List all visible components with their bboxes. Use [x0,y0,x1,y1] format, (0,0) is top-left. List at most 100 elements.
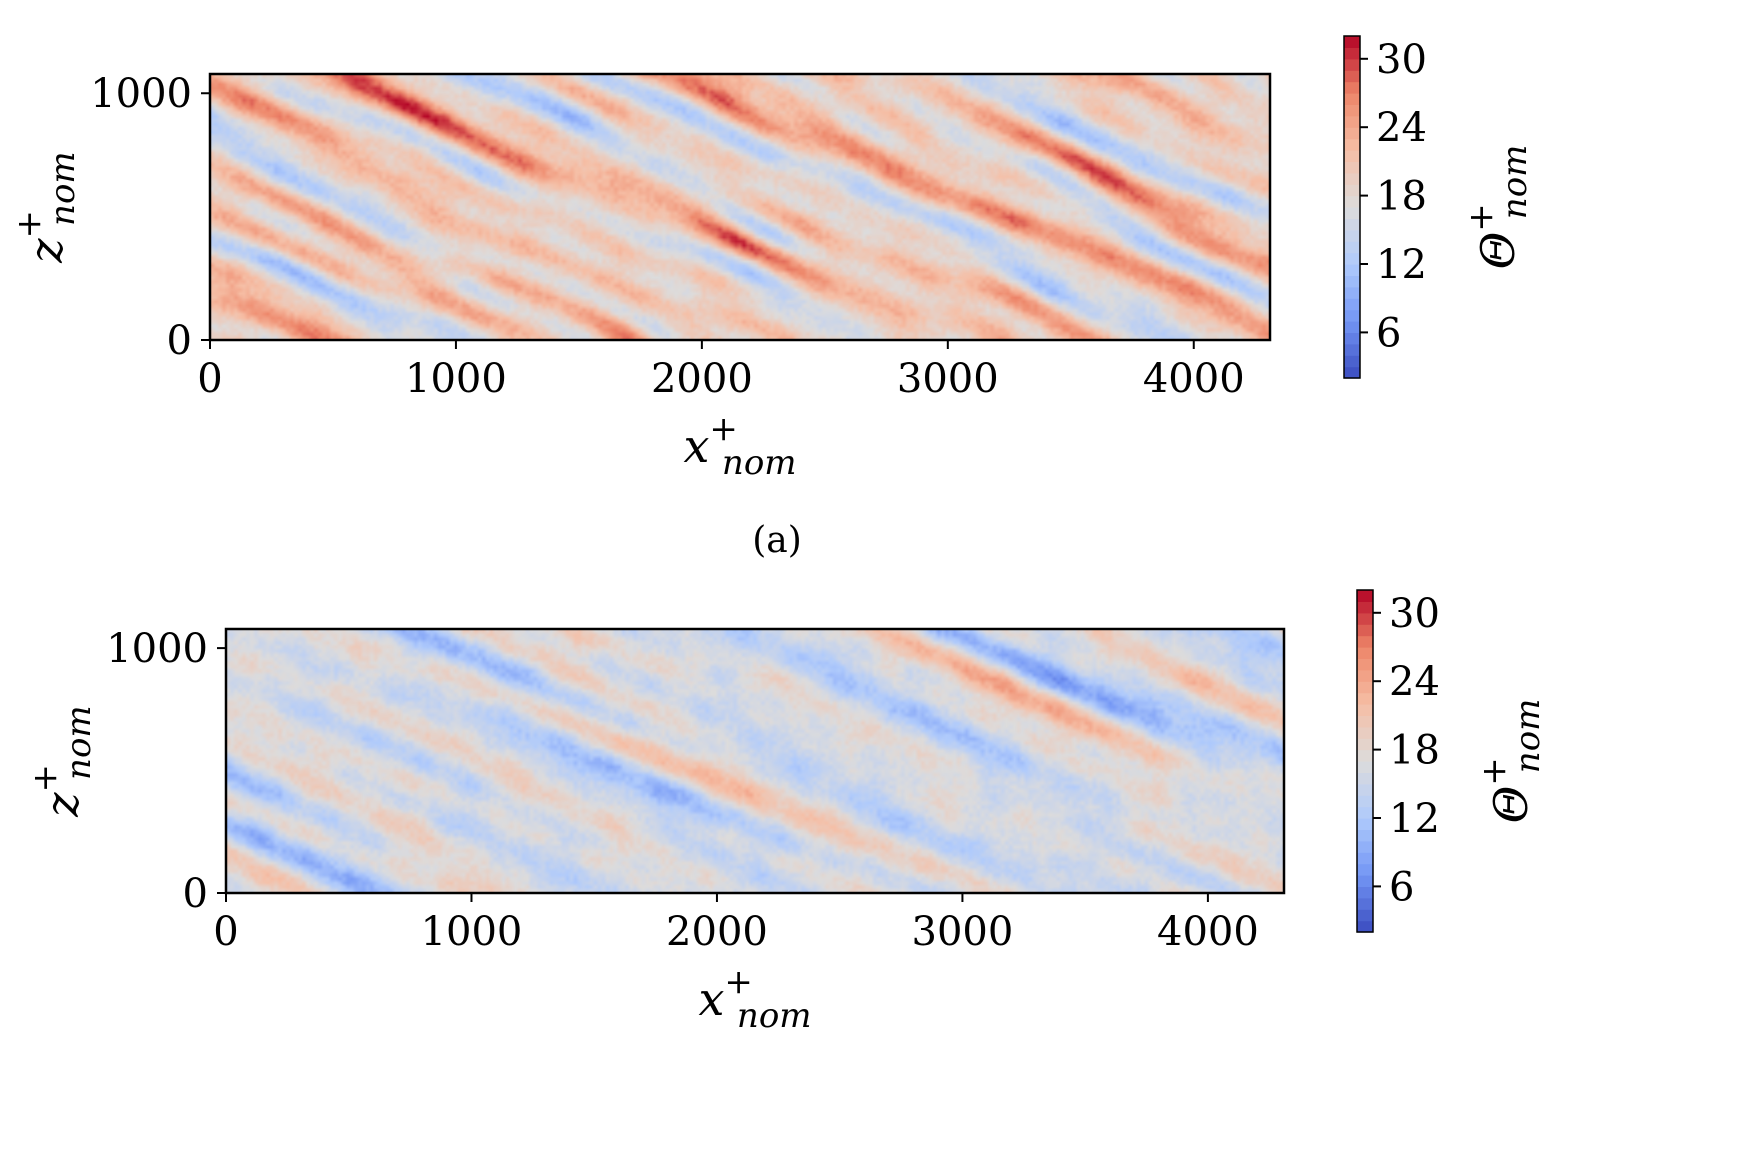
colorbar-segment [1357,704,1373,716]
colorbar-tick-label: 24 [1376,105,1427,151]
colorbar-segment [1344,58,1360,71]
colorbar-segment [1344,104,1360,117]
x-tick-label: 2000 [666,909,768,955]
y-tick-label: 0 [167,318,192,364]
colorbar-segment [1357,863,1373,876]
colorbar-segment [1357,772,1373,785]
colorbar-tick-label: 18 [1389,728,1440,774]
colorbar-frame [1356,589,1374,933]
x-tick-label: 0 [197,356,222,402]
colorbar-segment [1357,761,1373,773]
colorbar-label: Θ+nom [1474,699,1548,824]
colorbar-segment [1357,795,1373,808]
colorbar-segment [1357,726,1373,739]
colorbar-tick-label: 30 [1376,37,1427,83]
colorbar-segment [1344,298,1360,311]
x-tick-label: 2000 [651,356,753,402]
y-tick-label: 0 [183,871,208,917]
y-axis-label: z+nom [25,705,99,817]
plot-frame [224,627,1286,895]
colorbar-segment [1344,343,1360,356]
colorbar-segment [1357,897,1373,910]
colorbar-segment [1344,138,1360,151]
colorbar-segment [1357,920,1373,933]
colorbar-segment [1344,366,1360,379]
colorbar-segment [1344,309,1360,322]
plot-frame [208,72,1272,342]
colorbar-segment [1357,590,1373,602]
x-tick-label: 3000 [912,909,1014,955]
colorbar-tick-label: 6 [1389,864,1414,910]
colorbar-segment [1357,783,1373,796]
colorbar-segment [1344,355,1360,368]
colorbar-segment [1357,875,1373,887]
colorbar-segment [1344,229,1360,242]
colorbar-segment [1357,886,1373,899]
colorbar-segment [1344,275,1360,288]
y-axis-label: z+nom [9,151,83,263]
colorbar-segment [1357,681,1373,694]
colorbar: 6 12 18 24 30 Θ+nom [1343,35,1535,379]
colorbar-segment [1357,749,1373,762]
colorbar-segment [1357,601,1373,614]
x-tick-label: 4000 [1157,909,1259,955]
colorbar-segment [1344,115,1360,128]
colorbar-segment [1357,852,1373,865]
colorbar-frame [1343,35,1361,379]
colorbar-segment [1357,635,1373,648]
colorbar-tick-label: 18 [1376,174,1427,220]
x-tick-label: 3000 [897,356,999,402]
chart-panel-b: 0 1000 2000 3000 4000 0 1000 x+ nom z+nom 6 12 18 24 3… [25,589,1548,1036]
heatmap-field [210,74,1270,340]
colorbar-segment [1344,321,1360,333]
x-axis-label: x+ nom [683,409,796,483]
colorbar-tick-label: 30 [1389,591,1440,637]
colorbar-tick-label: 6 [1376,310,1401,356]
colorbar-segment [1344,218,1360,231]
colorbar-segment [1344,93,1360,105]
colorbar: 6 12 18 24 30 Θ+nom [1356,589,1548,933]
x-tick-label: 0 [213,909,238,955]
colorbar-segment [1344,150,1360,162]
colorbar-segment [1357,658,1373,671]
colorbar-segment [1357,612,1373,625]
colorbar-segment [1344,70,1360,83]
colorbar-segment [1344,264,1360,276]
colorbar-segment [1344,195,1360,208]
x-tick-label: 1000 [421,909,523,955]
colorbar-segment [1344,184,1360,197]
colorbar-segment [1344,47,1360,60]
y-tick-label: 1000 [106,626,208,672]
colorbar-tick-label: 24 [1389,659,1440,705]
colorbar-segment [1344,36,1360,48]
colorbar-segment [1344,207,1360,219]
colorbar-segment [1344,127,1360,140]
colorbar-segment [1344,81,1360,94]
colorbar-segment [1344,332,1360,345]
x-tick-label: 4000 [1143,356,1245,402]
colorbar-segment [1357,624,1373,637]
heatmap-field [226,629,1284,893]
figure-caption: (a) [752,520,802,561]
colorbar-segment [1357,669,1373,682]
chart-panel-a: 0 1000 2000 3000 4000 0 1000 x+ nom z+nom 6 12 18 24 3… [9,35,1535,561]
colorbar-segment [1357,715,1373,728]
colorbar-segment [1357,829,1373,842]
colorbar-segment [1357,692,1373,705]
colorbar-tick-label: 12 [1376,242,1427,288]
colorbar-segment [1344,241,1360,254]
x-tick-label: 1000 [405,356,507,402]
colorbar-segment [1344,252,1360,265]
colorbar-segment [1344,172,1360,185]
colorbar-segment [1357,818,1373,830]
colorbar-segment [1357,840,1373,853]
colorbar-segment [1344,286,1360,299]
colorbar-segment [1357,738,1373,751]
colorbar-tick-label: 12 [1389,796,1440,842]
colorbar-segment [1357,647,1373,659]
colorbar-segment [1357,909,1373,922]
colorbar-segment [1357,806,1373,819]
x-axis-label: x+ nom [698,962,811,1036]
y-tick-label: 1000 [90,71,192,117]
